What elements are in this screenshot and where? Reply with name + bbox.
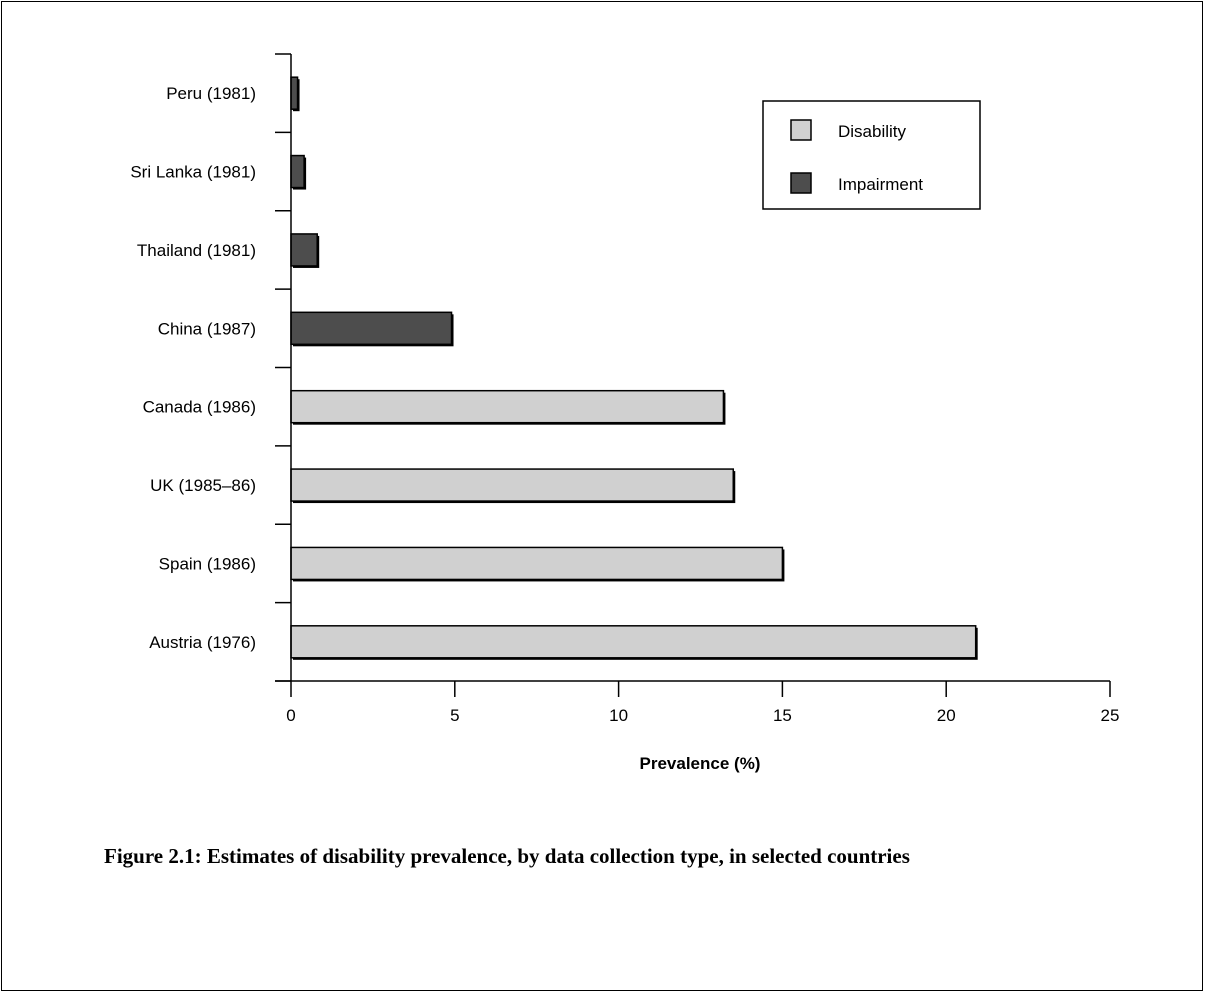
bar-impairment	[290, 154, 305, 189]
legend-label-impairment: Impairment	[838, 175, 923, 194]
x-axis-title: Prevalence (%)	[640, 754, 761, 773]
x-tick-label: 0	[286, 706, 295, 725]
axes-layer: 0 5 10 15 20 25 Peru (1981) Sri Lanka (1981) Tha…	[130, 53, 1120, 725]
bar-disability	[290, 546, 784, 581]
x-tick-label: 20	[937, 706, 956, 725]
x-tick-label: 25	[1101, 706, 1120, 725]
bar-chart: 0 5 10 15 20 25 Peru (1981) Sri Lanka (1981) Tha…	[130, 53, 1120, 773]
bars-layer	[290, 76, 978, 660]
y-tick-label: Spain (1986)	[159, 554, 256, 573]
bar-impairment	[290, 233, 318, 267]
y-tick-label: Sri Lanka (1981)	[130, 163, 256, 182]
bar-disability	[290, 468, 735, 502]
y-tick-label: UK (1985–86)	[150, 476, 256, 495]
legend-swatch-disability	[790, 119, 812, 141]
legend: Disability Impairment	[762, 100, 981, 210]
y-tick-label: Canada (1986)	[143, 398, 256, 417]
x-tick-label: 5	[450, 706, 459, 725]
y-tick-label: Austria (1976)	[149, 633, 256, 652]
figure-caption: Figure 2.1: Estimates of disability prev…	[104, 844, 910, 868]
bar-disability	[290, 389, 725, 424]
y-tick-label: Peru (1981)	[166, 84, 256, 103]
y-tick-label: China (1987)	[158, 319, 256, 338]
x-tick-label: 15	[773, 706, 792, 725]
bar-impairment	[290, 76, 299, 110]
legend-label-disability: Disability	[838, 122, 907, 141]
bar-disability	[290, 625, 977, 659]
x-tick-label: 10	[609, 706, 628, 725]
legend-swatch-impairment	[790, 172, 812, 194]
bar-impairment	[290, 311, 453, 346]
y-tick-label: Thailand (1981)	[137, 241, 256, 260]
